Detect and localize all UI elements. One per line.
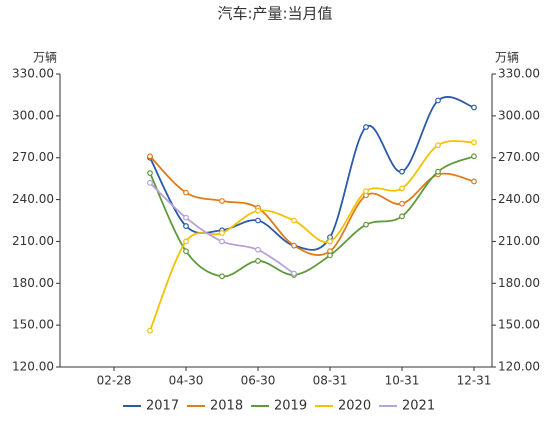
y2-axis-title: 万辆: [495, 51, 519, 65]
y2-tick-label: 180.00: [498, 276, 540, 290]
data-point: [399, 185, 405, 192]
y-tick-label: 180.00: [12, 276, 54, 290]
y-tick-label: 120.00: [12, 360, 54, 374]
data-point: [183, 238, 189, 245]
y2-tick-label: 240.00: [498, 192, 540, 206]
data-point: [363, 188, 369, 195]
data-point: [219, 230, 225, 236]
y-tick-label: 300.00: [12, 108, 54, 122]
data-point: [327, 252, 333, 259]
data-point: [255, 246, 261, 253]
y2-tick-label: 150.00: [498, 318, 540, 332]
data-point: [471, 178, 477, 185]
data-point: [399, 213, 405, 220]
data-point: [219, 198, 225, 204]
data-point: [183, 248, 189, 255]
x-tick-label: 12-31: [457, 374, 492, 388]
data-point: [147, 153, 153, 160]
data-point: [255, 258, 261, 264]
data-point: [399, 200, 405, 207]
legend-label: 2020: [338, 399, 371, 414]
y2-tick-label: 270.00: [498, 150, 540, 164]
legend-label: 2021: [402, 399, 435, 414]
legend-label: 2017: [146, 399, 179, 414]
data-point: [291, 242, 297, 249]
y-tick-label: 330.00: [12, 67, 54, 81]
data-point: [291, 217, 297, 224]
y2-tick-label: 120.00: [498, 360, 540, 374]
data-point: [363, 124, 369, 130]
y-tick-label: 240.00: [12, 192, 54, 206]
y-axis-title: 万辆: [33, 51, 57, 65]
data-point: [363, 221, 369, 228]
data-point: [471, 104, 477, 111]
data-point: [471, 139, 477, 146]
data-point: [255, 217, 261, 224]
data-point: [219, 238, 225, 245]
data-point: [183, 214, 189, 221]
y2-tick-label: 300.00: [498, 108, 540, 122]
data-point: [327, 238, 333, 245]
data-point: [399, 168, 405, 175]
data-point: [147, 170, 153, 176]
y-tick-label: 150.00: [12, 318, 54, 332]
chart-title: 汽车:产量:当月值: [217, 5, 332, 23]
data-point: [147, 179, 153, 186]
x-tick-label: 06-30: [241, 374, 276, 388]
data-point: [435, 97, 441, 104]
data-point: [435, 142, 441, 149]
series-line: [149, 140, 475, 332]
series-line: [149, 155, 475, 278]
x-tick-label: 02-28: [97, 374, 132, 388]
data-point: [183, 223, 189, 229]
x-tick-label: 10-31: [385, 374, 420, 388]
data-point: [219, 273, 225, 280]
y2-tick-label: 330.00: [498, 67, 540, 81]
y-tick-label: 270.00: [12, 150, 54, 164]
legend-label: 2019: [274, 399, 307, 414]
data-point: [183, 189, 189, 196]
y-tick-label: 210.00: [12, 234, 54, 248]
legend-label: 2018: [210, 399, 243, 414]
series-line: [149, 155, 475, 256]
data-point: [147, 327, 153, 334]
x-tick-label: 08-31: [313, 374, 348, 388]
y2-tick-label: 210.00: [498, 234, 540, 248]
data-point: [435, 168, 441, 175]
data-point: [291, 270, 297, 277]
data-point: [471, 153, 477, 160]
x-tick-label: 04-30: [169, 374, 204, 388]
data-point: [255, 207, 261, 214]
